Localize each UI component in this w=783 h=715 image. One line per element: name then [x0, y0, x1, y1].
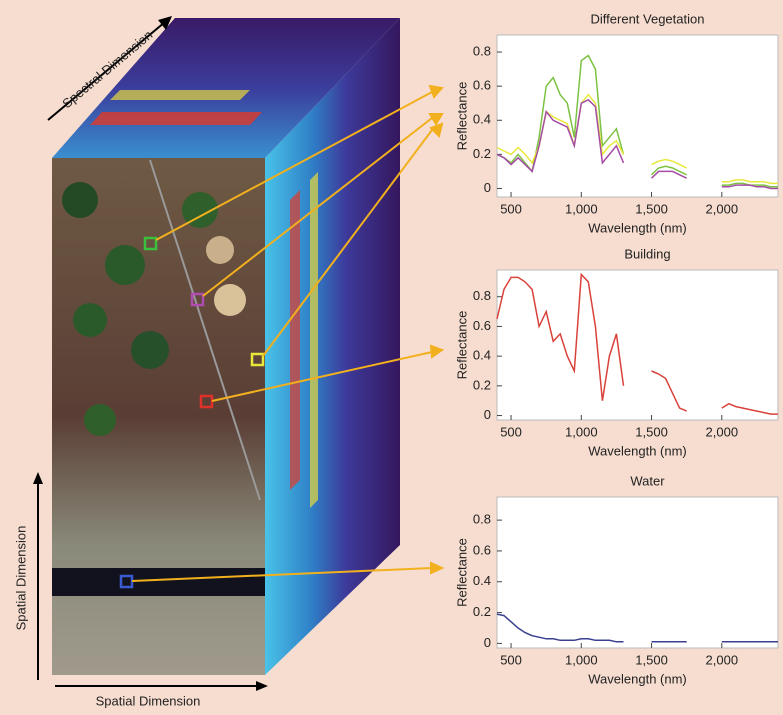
- x-tick-label: 2,000: [706, 424, 739, 439]
- data-cube: Spectral Dimension Spatial Dimension Spa…: [13, 16, 442, 708]
- x-tick-label: 1,500: [635, 652, 668, 667]
- y-tick-label: 0.6: [473, 542, 491, 557]
- y-tick-label: 0.2: [473, 377, 491, 392]
- y-tick-label: 0.6: [473, 318, 491, 333]
- cube-band: [290, 190, 300, 490]
- arrow-head: [256, 681, 268, 691]
- chart-title: Building: [624, 246, 670, 261]
- river: [52, 568, 265, 596]
- arrow-head: [431, 124, 442, 136]
- field: [84, 404, 116, 436]
- plot-area: [497, 270, 778, 420]
- y-tick-label: 0.4: [473, 348, 491, 363]
- x-tick-label: 500: [500, 201, 522, 216]
- x-tick-label: 1,500: [635, 201, 668, 216]
- y-axis-label: Reflectance: [454, 82, 469, 151]
- y-tick-label: 0.4: [473, 112, 491, 127]
- y-tick-label: 0.8: [473, 512, 491, 527]
- x-tick-label: 500: [500, 424, 522, 439]
- x-tick-label: 1,500: [635, 424, 668, 439]
- x-axis-label: Wavelength (nm): [588, 220, 687, 235]
- field: [73, 303, 107, 337]
- cube-band: [310, 172, 318, 508]
- x-axis-label: Wavelength (nm): [588, 671, 687, 686]
- cube-band: [110, 90, 250, 100]
- arrow-head: [430, 86, 442, 97]
- plot-area: [497, 497, 778, 648]
- plot-area: [497, 35, 778, 197]
- chart-title: Water: [630, 473, 665, 488]
- x-tick-label: 1,000: [565, 201, 598, 216]
- y-tick-label: 0.2: [473, 146, 491, 161]
- field: [206, 236, 234, 264]
- field: [131, 331, 169, 369]
- field: [62, 182, 98, 218]
- y-tick-label: 0: [484, 407, 491, 422]
- chart-title: Different Vegetation: [591, 11, 705, 26]
- x-tick-label: 1,000: [565, 652, 598, 667]
- cube-band: [90, 112, 262, 125]
- x-tick-label: 2,000: [706, 201, 739, 216]
- arrow-head: [431, 563, 442, 573]
- arrow-head: [33, 472, 43, 484]
- x-tick-label: 500: [500, 652, 522, 667]
- spatial-label: Spatial Dimension: [96, 693, 201, 708]
- y-tick-label: 0.4: [473, 573, 491, 588]
- figure: Spectral Dimension Spatial Dimension Spa…: [0, 0, 783, 715]
- y-tick-label: 0.8: [473, 288, 491, 303]
- y-tick-label: 0.8: [473, 43, 491, 58]
- field: [105, 245, 145, 285]
- x-tick-label: 2,000: [706, 652, 739, 667]
- y-tick-label: 0: [484, 180, 491, 195]
- y-tick-label: 0.2: [473, 604, 491, 619]
- x-tick-label: 1,000: [565, 424, 598, 439]
- y-tick-label: 0.6: [473, 78, 491, 93]
- arrow-head: [431, 346, 442, 357]
- x-axis-label: Wavelength (nm): [588, 443, 687, 458]
- y-axis-label: Reflectance: [454, 311, 469, 380]
- field: [214, 284, 246, 316]
- y-axis-label: Reflectance: [454, 538, 469, 607]
- spatial-label: Spatial Dimension: [13, 526, 28, 631]
- y-tick-label: 0: [484, 635, 491, 650]
